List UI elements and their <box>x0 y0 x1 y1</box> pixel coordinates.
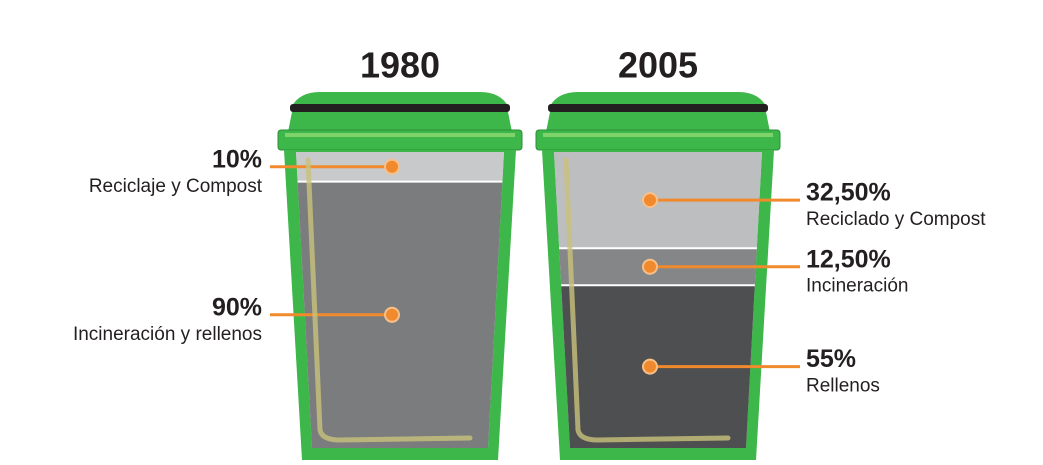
value-label: 32,50% <box>806 179 891 207</box>
leader-dot <box>384 306 400 323</box>
category-label: Reciclaje y Compost <box>89 176 263 197</box>
category-label: Rellenos <box>806 376 880 397</box>
leader-dot <box>642 358 658 375</box>
leader-dot <box>642 192 658 209</box>
lid-shine <box>543 133 773 137</box>
category-label: Incineración <box>806 276 908 297</box>
value-label: 12,50% <box>806 245 891 273</box>
category-label: Incineración y rellenos <box>73 324 262 345</box>
lid-shine <box>285 133 515 137</box>
value-label: 55% <box>806 345 856 373</box>
category-label: Reciclado y Compost <box>806 209 986 230</box>
lid-rim <box>290 104 510 112</box>
lid-rim <box>548 104 768 112</box>
lid <box>550 92 766 106</box>
bin-title: 1980 <box>360 45 440 86</box>
bin-shine <box>305 157 473 443</box>
value-label: 10% <box>212 145 262 173</box>
lid <box>292 92 508 106</box>
lid-body <box>546 112 770 132</box>
bin-title: 2005 <box>618 45 698 86</box>
leader-dot <box>384 158 400 175</box>
lid-body <box>288 112 512 132</box>
value-label: 90% <box>212 293 262 321</box>
bin-shine <box>563 157 731 443</box>
leader-dot <box>642 258 658 275</box>
